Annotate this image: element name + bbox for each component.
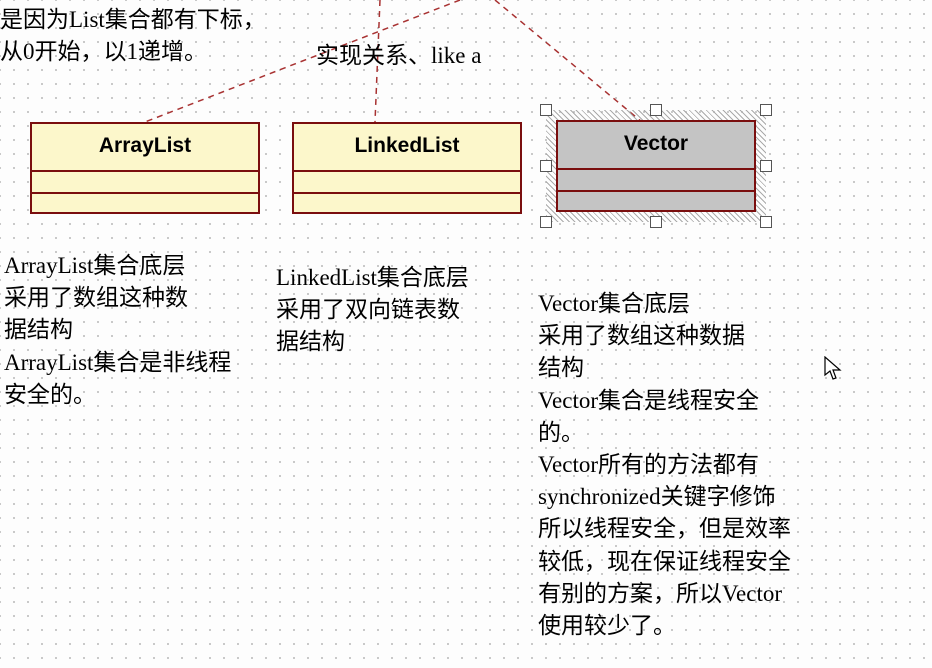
uml-class-title: Vector (558, 122, 754, 170)
uml-body (32, 194, 258, 212)
uml-class-linkedlist[interactable]: LinkedList (292, 122, 522, 214)
uml-class-title: ArrayList (32, 124, 258, 172)
selection-handle[interactable] (650, 104, 662, 116)
selection-handle[interactable] (650, 216, 662, 228)
uml-separator (294, 172, 520, 194)
relation-label: 实现关系、like a (316, 36, 481, 70)
selection-handle[interactable] (760, 104, 772, 116)
uml-class-title: LinkedList (294, 124, 520, 172)
selection-handle[interactable] (540, 216, 552, 228)
linkedlist-description: LinkedList集合底层 采用了双向链表数 据结构 (276, 262, 469, 359)
selection-handle[interactable] (760, 216, 772, 228)
top-note: 是因为List集合都有下标， 从0开始，以1递增。 (0, 4, 266, 68)
uml-separator (558, 170, 754, 192)
uml-body (294, 194, 520, 212)
vector-description: Vector集合底层 采用了数组这种数据 结构 Vector集合是线程安全 的。… (538, 288, 791, 642)
arraylist-description: ArrayList集合底层 采用了数组这种数 据结构 ArrayList集合是非… (4, 250, 231, 411)
selection-handle[interactable] (540, 160, 552, 172)
uml-body (558, 192, 754, 210)
uml-separator (32, 172, 258, 194)
uml-class-arraylist[interactable]: ArrayList (30, 122, 260, 214)
selection-handle[interactable] (540, 104, 552, 116)
selection-handle[interactable] (760, 160, 772, 172)
uml-class-vector[interactable]: Vector (556, 120, 756, 212)
